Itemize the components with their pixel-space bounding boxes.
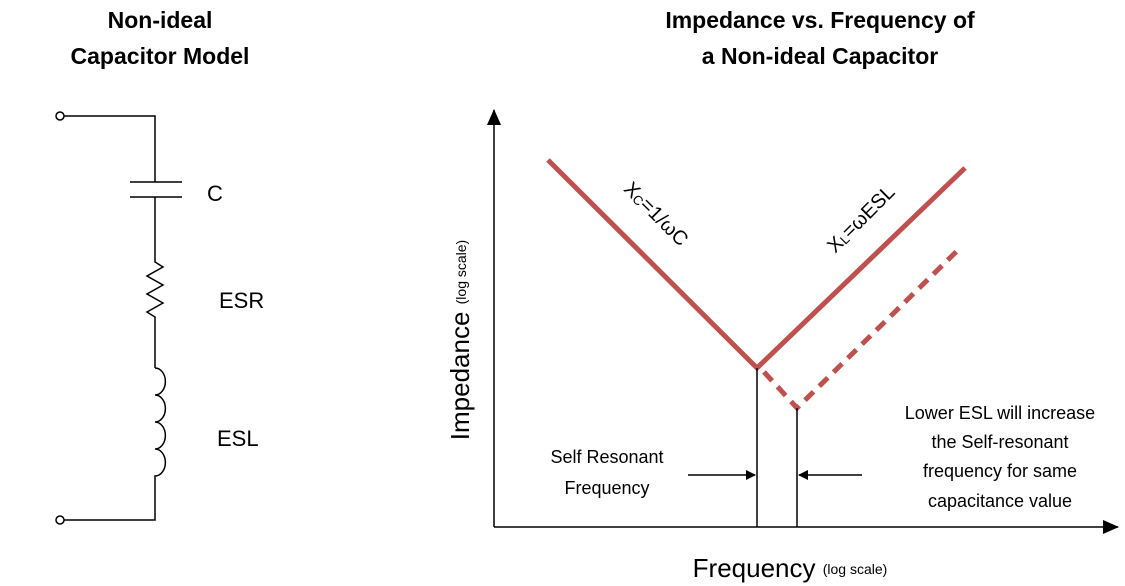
impedance-curve	[546, 158, 967, 372]
annotation: frequency for same	[923, 461, 1077, 481]
annotation: the Self-resonant	[931, 432, 1068, 452]
left-title: Capacitor Model	[71, 43, 250, 69]
y-axis-label: Impedance (log scale)	[445, 240, 475, 440]
curve-label: XL=ωESL	[823, 181, 899, 257]
component-label: ESL	[217, 426, 259, 451]
circuit	[55, 111, 182, 525]
right-title: a Non-ideal Capacitor	[702, 43, 938, 69]
component-label: ESR	[219, 288, 264, 313]
annotation: Self Resonant	[550, 447, 663, 467]
annotation: Lower ESL will increase	[905, 403, 1095, 423]
annotation: Frequency	[564, 478, 649, 498]
x-axis-label: Frequency (log scale)	[693, 553, 888, 583]
lower-esl-curve	[762, 246, 962, 412]
component-label: C	[207, 181, 223, 206]
left-title: Non-ideal	[108, 7, 213, 33]
annotation: capacitance value	[928, 491, 1072, 511]
right-title: Impedance vs. Frequency of	[665, 7, 975, 33]
